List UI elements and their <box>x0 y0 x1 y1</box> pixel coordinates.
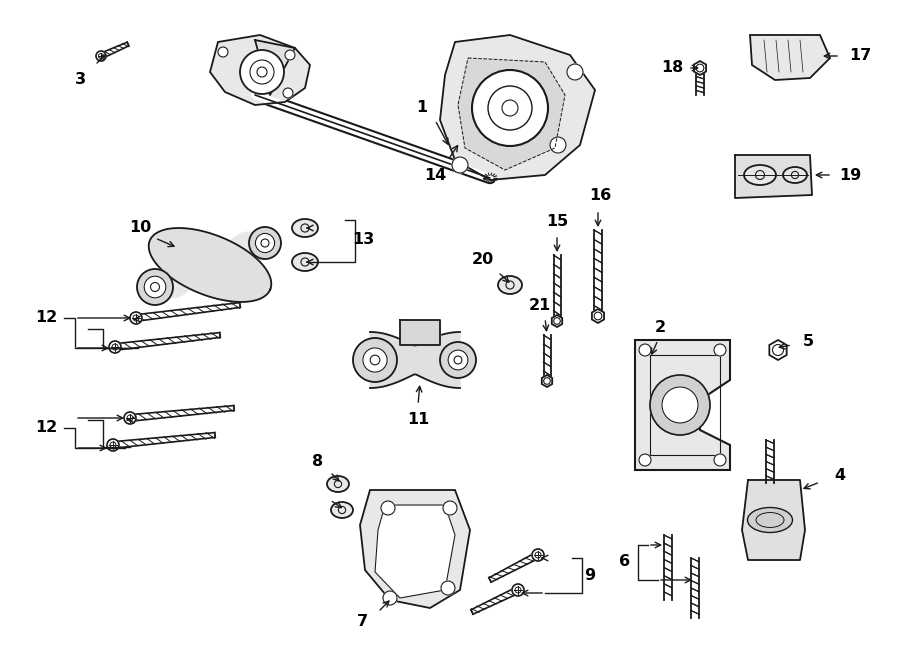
Ellipse shape <box>783 167 807 183</box>
Circle shape <box>512 584 524 596</box>
Circle shape <box>383 591 397 605</box>
Circle shape <box>137 269 173 305</box>
Circle shape <box>256 233 274 253</box>
Circle shape <box>96 51 106 61</box>
Circle shape <box>567 64 583 80</box>
Ellipse shape <box>327 476 349 492</box>
Text: 18: 18 <box>661 61 683 75</box>
Text: 2: 2 <box>654 321 666 336</box>
Text: 5: 5 <box>803 334 814 350</box>
Text: 12: 12 <box>35 420 57 436</box>
Circle shape <box>218 47 228 57</box>
Text: 17: 17 <box>849 48 871 63</box>
Polygon shape <box>375 505 455 598</box>
Text: 4: 4 <box>834 467 846 483</box>
Circle shape <box>144 276 166 298</box>
Ellipse shape <box>498 276 522 294</box>
Circle shape <box>363 348 387 372</box>
Ellipse shape <box>292 253 318 271</box>
Circle shape <box>714 454 726 466</box>
Polygon shape <box>694 61 706 75</box>
Polygon shape <box>635 340 730 470</box>
Circle shape <box>443 501 457 515</box>
Polygon shape <box>158 232 205 298</box>
Ellipse shape <box>748 508 793 533</box>
Text: 10: 10 <box>129 221 151 235</box>
Polygon shape <box>750 35 830 80</box>
Circle shape <box>441 581 455 595</box>
Circle shape <box>285 50 295 60</box>
Text: 14: 14 <box>424 167 446 182</box>
Circle shape <box>109 341 121 353</box>
Text: 19: 19 <box>839 167 861 182</box>
Circle shape <box>714 344 726 356</box>
Circle shape <box>550 137 566 153</box>
Text: 7: 7 <box>356 615 367 629</box>
Polygon shape <box>542 375 553 387</box>
Circle shape <box>107 439 119 451</box>
Circle shape <box>639 454 651 466</box>
Polygon shape <box>360 490 470 608</box>
Polygon shape <box>370 332 460 388</box>
Circle shape <box>452 157 468 173</box>
Circle shape <box>532 549 544 561</box>
Polygon shape <box>458 58 565 170</box>
Circle shape <box>283 88 293 98</box>
Circle shape <box>381 501 395 515</box>
Circle shape <box>472 70 548 146</box>
Text: 9: 9 <box>584 568 596 582</box>
Polygon shape <box>552 315 562 327</box>
Circle shape <box>130 312 142 324</box>
Polygon shape <box>742 480 805 560</box>
Polygon shape <box>255 40 295 95</box>
Circle shape <box>249 227 281 259</box>
Text: 8: 8 <box>312 455 324 469</box>
Polygon shape <box>400 320 440 345</box>
Text: 6: 6 <box>619 555 631 570</box>
Text: 16: 16 <box>589 188 611 204</box>
Text: 11: 11 <box>407 412 429 428</box>
Circle shape <box>353 338 397 382</box>
Text: 20: 20 <box>472 253 494 268</box>
Text: 21: 21 <box>529 297 551 313</box>
Circle shape <box>440 342 476 378</box>
Polygon shape <box>735 155 812 198</box>
Text: 15: 15 <box>546 215 568 229</box>
Text: 3: 3 <box>75 73 86 87</box>
Ellipse shape <box>744 165 776 185</box>
Ellipse shape <box>331 502 353 518</box>
Text: 13: 13 <box>352 233 374 247</box>
Circle shape <box>650 375 710 435</box>
Circle shape <box>662 387 698 423</box>
Text: 12: 12 <box>35 311 57 325</box>
Polygon shape <box>214 232 261 298</box>
Circle shape <box>240 50 284 94</box>
Polygon shape <box>210 35 310 105</box>
Ellipse shape <box>292 219 318 237</box>
Circle shape <box>448 350 468 370</box>
Polygon shape <box>440 35 595 180</box>
Circle shape <box>124 412 136 424</box>
Polygon shape <box>770 340 787 360</box>
Text: 1: 1 <box>417 100 428 116</box>
Polygon shape <box>592 309 604 323</box>
Polygon shape <box>148 228 271 302</box>
Circle shape <box>639 344 651 356</box>
